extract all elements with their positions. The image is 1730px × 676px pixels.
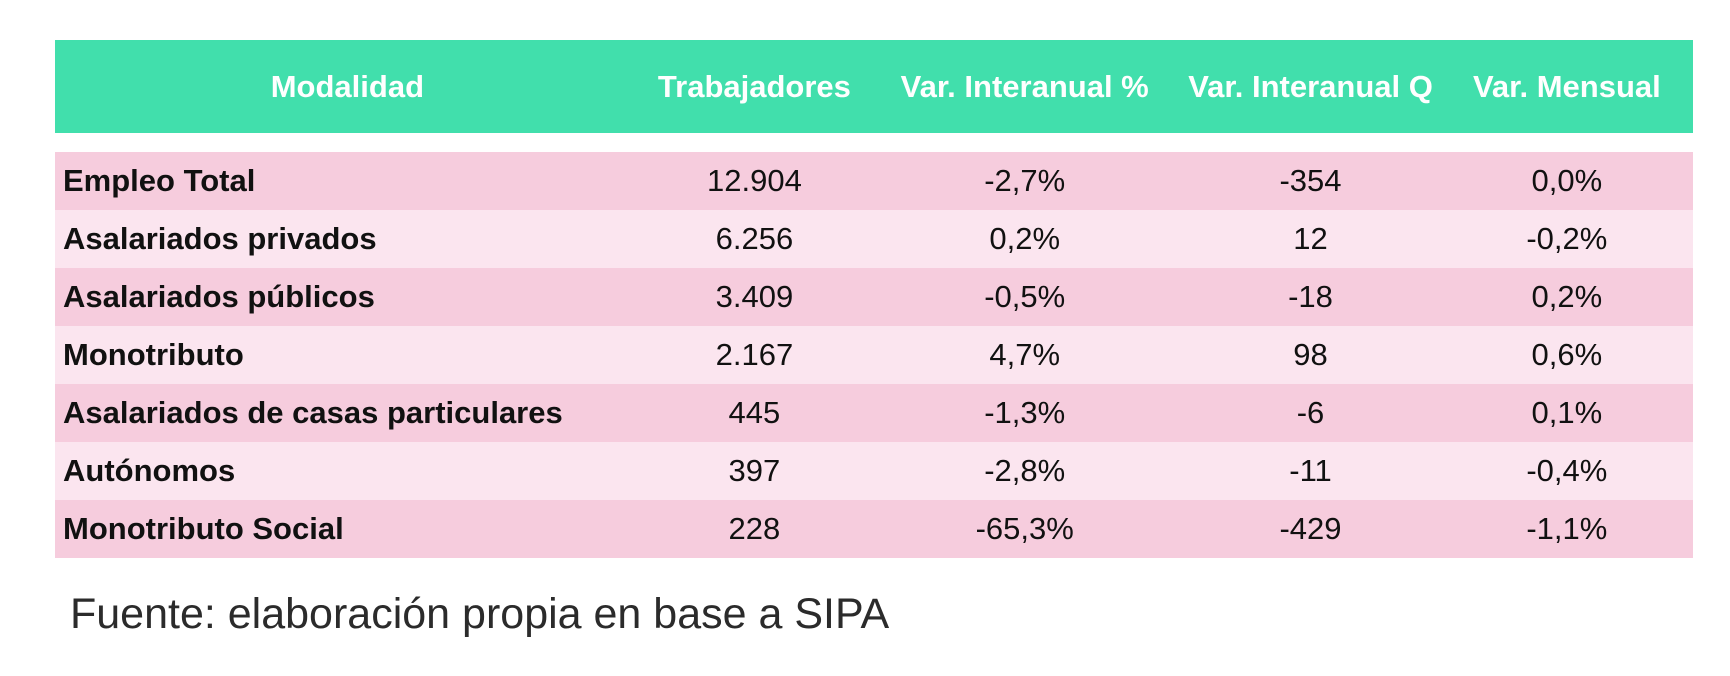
cell-var-mensual: -0,2% (1526, 221, 1608, 256)
cell-var-interanual-q: 98 (1293, 337, 1328, 372)
cell-trabajadores: 445 (728, 395, 781, 430)
cell-modalidad: Asalariados públicos (63, 279, 375, 314)
cell-modalidad: Empleo Total (63, 163, 256, 198)
cell-trabajadores: 2.167 (715, 337, 794, 372)
cell-var-interanual-pct: -2,8% (984, 453, 1066, 488)
cell-var-interanual-q: -6 (1296, 395, 1325, 430)
table-row-monotributo: Monotributo 2.167 4,7% 98 0,6% (55, 326, 1693, 384)
cell-trabajadores: 397 (728, 453, 781, 488)
cell-trabajadores: 228 (728, 511, 781, 546)
table-row-monotributo-social: Monotributo Social 228 -65,3% -429 -1,1% (55, 500, 1693, 558)
cell-modalidad: Asalariados privados (63, 221, 377, 256)
cell-trabajadores: 3.409 (715, 279, 794, 314)
table-row-autonomos: Autónomos 397 -2,8% -11 -0,4% (55, 442, 1693, 500)
cell-trabajadores: 6.256 (715, 221, 794, 256)
table-row-asalariados-casas-particulares: Asalariados de casas particulares 445 -1… (55, 384, 1693, 442)
cell-var-interanual-pct: -2,7% (984, 163, 1066, 198)
cell-var-interanual-pct: -65,3% (975, 511, 1074, 546)
column-header-var-interanual-pct: Var. Interanual % (900, 68, 1149, 104)
cell-var-mensual: 0,6% (1531, 337, 1603, 372)
cell-var-interanual-pct: 0,2% (989, 221, 1061, 256)
cell-var-interanual-q: 12 (1293, 221, 1328, 256)
cell-modalidad: Autónomos (63, 453, 236, 488)
table-row-empleo-total: Empleo Total 12.904 -2,7% -354 0,0% (55, 152, 1693, 210)
column-header-var-interanual-q: Var. Interanual Q (1188, 68, 1433, 104)
cell-var-mensual: 0,2% (1531, 279, 1603, 314)
column-header-modalidad: Modalidad (270, 68, 425, 104)
cell-var-interanual-pct: 4,7% (989, 337, 1061, 372)
cell-var-mensual: 0,1% (1531, 395, 1603, 430)
cell-var-interanual-q: -18 (1288, 279, 1333, 314)
cell-var-mensual: 0,0% (1531, 163, 1603, 198)
cell-var-interanual-pct: -1,3% (984, 395, 1066, 430)
table-header-row: Modalidad Trabajadores Var. Interanual %… (55, 40, 1693, 133)
cell-modalidad: Asalariados de casas particulares (63, 395, 563, 430)
column-header-var-mensual: Var. Mensual (1472, 68, 1661, 104)
table-row-asalariados-privados: Asalariados privados 6.256 0,2% 12 -0,2% (55, 210, 1693, 268)
cell-var-mensual: -0,4% (1526, 453, 1608, 488)
cell-modalidad: Monotributo Social (63, 511, 344, 546)
column-header-trabajadores: Trabajadores (657, 68, 851, 104)
employment-table: Modalidad Trabajadores Var. Interanual %… (55, 40, 1693, 558)
cell-var-mensual: -1,1% (1526, 511, 1608, 546)
table-row-asalariados-publicos: Asalariados públicos 3.409 -0,5% -18 0,2… (55, 268, 1693, 326)
cell-var-interanual-pct: -0,5% (984, 279, 1066, 314)
source-note: Fuente: elaboración propia en base a SIP… (70, 590, 890, 638)
cell-trabajadores: 12.904 (707, 163, 802, 198)
cell-modalidad: Monotributo (63, 337, 244, 372)
cell-var-interanual-q: -354 (1279, 163, 1342, 198)
cell-var-interanual-q: -11 (1289, 453, 1332, 488)
cell-var-interanual-q: -429 (1279, 511, 1342, 546)
